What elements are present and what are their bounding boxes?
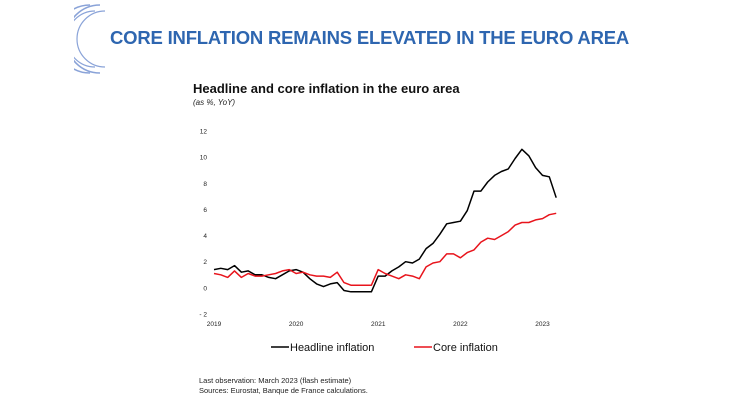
chart-subtitle: (as %, YoY) (193, 98, 236, 107)
y-tick-label: 10 (200, 155, 208, 162)
footer-last-observation: Last observation: March 2023 (flash esti… (199, 376, 352, 385)
chart-title: Headline and core inflation in the euro … (193, 81, 460, 96)
x-tick-label: 2019 (207, 321, 222, 328)
y-tick-label: 12 (200, 129, 208, 136)
core-inflation-line (213, 212, 557, 286)
slide-title: CORE INFLATION REMAINS ELEVATED IN THE E… (110, 27, 630, 48)
x-tick-label: 2022 (453, 321, 468, 328)
y-tick-label: 6 (203, 207, 207, 214)
y-tick-label: - 2 (199, 312, 207, 319)
legend-core-label: Core inflation (433, 342, 498, 354)
y-tick-label: 4 (203, 233, 207, 240)
x-tick-label: 2020 (289, 321, 304, 328)
y-tick-label: 2 (203, 259, 207, 266)
footer-sources: Sources: Eurostat, Banque de France calc… (199, 386, 368, 395)
y-tick-label: 0 (203, 285, 207, 292)
bracket-arcs-logo-icon (74, 4, 106, 74)
x-tick-label: 2023 (535, 321, 550, 328)
x-tick-label: 2021 (371, 321, 386, 328)
headline-inflation-line (213, 148, 557, 293)
y-tick-label: 8 (203, 181, 207, 188)
legend-headline-label: Headline inflation (290, 342, 374, 354)
